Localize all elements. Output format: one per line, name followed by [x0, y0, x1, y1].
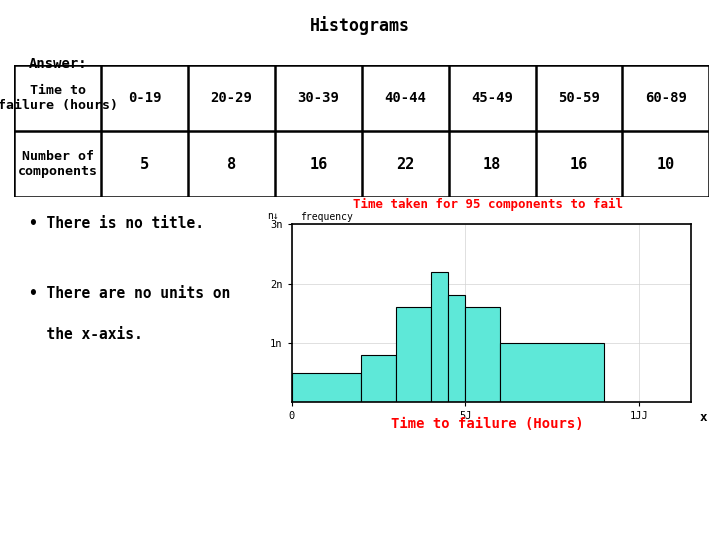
Text: 22: 22	[396, 157, 414, 172]
Text: the x-axis.: the x-axis.	[29, 327, 143, 342]
Bar	[465, 307, 500, 402]
Text: Answer:: Answer:	[29, 57, 87, 71]
Text: 18: 18	[483, 157, 501, 172]
Bar	[448, 295, 465, 402]
Text: 45-49: 45-49	[471, 91, 513, 105]
Text: Histograms: Histograms	[310, 16, 410, 35]
Text: 60-89: 60-89	[645, 91, 687, 105]
Text: Time to failure (Hours): Time to failure (Hours)	[392, 417, 584, 431]
Text: 16: 16	[570, 157, 588, 172]
Text: frequency: frequency	[300, 212, 353, 222]
Text: 10: 10	[657, 157, 675, 172]
Text: • There is no title.: • There is no title.	[29, 216, 204, 231]
Text: 50-59: 50-59	[558, 91, 600, 105]
Text: 8: 8	[227, 157, 236, 172]
Bar	[396, 307, 431, 402]
Text: Time taken for 95 components to fail: Time taken for 95 components to fail	[353, 198, 623, 211]
Text: 0-19: 0-19	[128, 91, 161, 105]
Text: • There are no units on: • There are no units on	[29, 286, 230, 301]
Text: 16: 16	[310, 157, 328, 172]
Text: 20-29: 20-29	[210, 91, 253, 105]
Text: Number of
components: Number of components	[18, 150, 98, 178]
Text: 30-39: 30-39	[297, 91, 339, 105]
Bar	[431, 272, 448, 402]
Text: x: x	[699, 411, 707, 424]
Text: n↓: n↓	[268, 211, 279, 220]
Bar	[361, 355, 396, 402]
Bar	[500, 343, 604, 402]
Text: Time to
failure (hours): Time to failure (hours)	[0, 84, 118, 112]
Bar	[292, 373, 361, 402]
Text: 5: 5	[140, 157, 149, 172]
Text: 40-44: 40-44	[384, 91, 426, 105]
